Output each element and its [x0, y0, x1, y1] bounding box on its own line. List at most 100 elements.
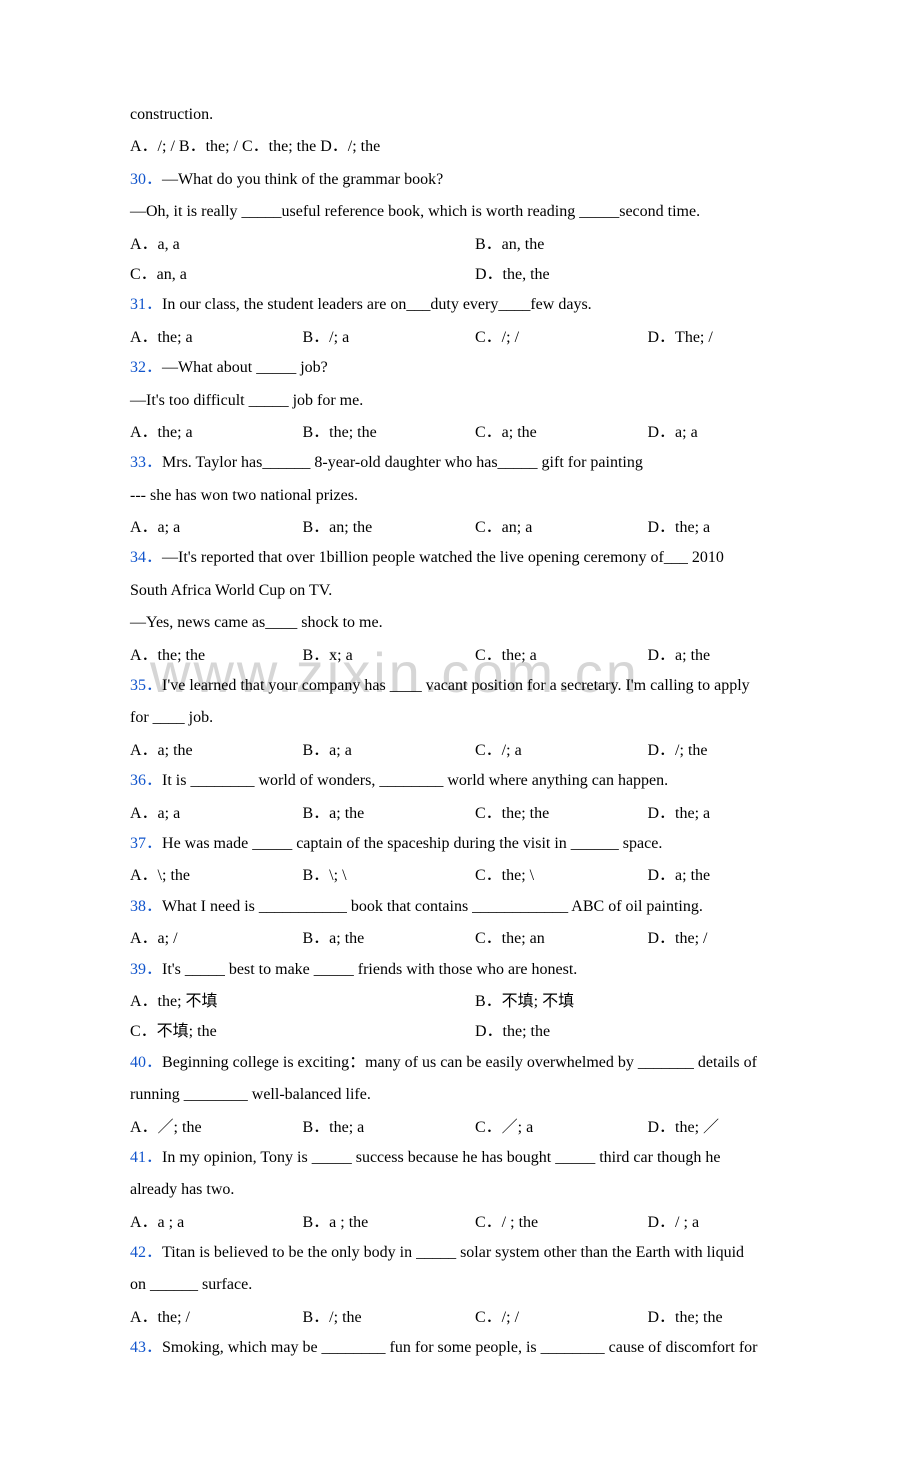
q34-optC: C．the; a [475, 641, 648, 671]
q32-text1: —What about _____ job? [162, 359, 328, 376]
q42-optA: A．the; / [130, 1303, 303, 1333]
q34-text1: —It's reported that over 1billion people… [162, 549, 724, 566]
q31-num: 31． [130, 296, 162, 313]
q34-line1: 34．—It's reported that over 1billion peo… [130, 543, 820, 573]
q38-optB: B．a; the [303, 924, 476, 954]
q37-optA: A．\; the [130, 861, 303, 891]
q33-optC: C．an; a [475, 513, 648, 543]
q35-optA: A．a; the [130, 736, 303, 766]
q33-optA: A．a; a [130, 513, 303, 543]
q30-line1: 30．—What do you think of the grammar boo… [130, 165, 820, 195]
q41-optC: C．/ ; the [475, 1208, 648, 1238]
q41-line2: already has two. [130, 1175, 820, 1205]
q42-optC: C．/; / [475, 1303, 648, 1333]
q42-num: 42． [130, 1244, 162, 1261]
q34-num: 34． [130, 549, 162, 566]
q31-line: 31．In our class, the student leaders are… [130, 290, 820, 320]
q36-options: A．a; a B．a; the C．the; the D．the; a [130, 799, 820, 829]
q40-text1: Beginning college is exciting：many of us… [162, 1054, 757, 1071]
q37-options: A．\; the B．\; \ C．the; \ D．a; the [130, 861, 820, 891]
q35-text1: I've learned that your company has ____ … [162, 677, 750, 694]
q30-optB: B．an, the [475, 230, 820, 260]
q43-line: 43．Smoking, which may be ________ fun fo… [130, 1333, 820, 1363]
q31-optA: A．the; a [130, 323, 303, 353]
q35-line1: 35．I've learned that your company has __… [130, 671, 820, 701]
q39-optA: A．the; 不填 [130, 987, 475, 1017]
q34-optD: D．a; the [648, 641, 821, 671]
q35-optB: B．a; a [303, 736, 476, 766]
construction-text: construction. [130, 100, 820, 130]
q38-options: A．a; / B．a; the C．the; an D．the; / [130, 924, 820, 954]
q30-line2: —Oh, it is really _____useful reference … [130, 197, 820, 227]
q34-optA: A．the; the [130, 641, 303, 671]
q37-optC: C．the; \ [475, 861, 648, 891]
q34-line3: —Yes, news came as____ shock to me. [130, 608, 820, 638]
q41-text1: In my opinion, Tony is _____ success bec… [162, 1149, 721, 1166]
q34-line2: South Africa World Cup on TV. [130, 576, 820, 606]
q39-num: 39． [130, 961, 162, 978]
q37-num: 37． [130, 835, 162, 852]
q41-line1: 41．In my opinion, Tony is _____ success … [130, 1143, 820, 1173]
q39-optB: B．不填; 不填 [475, 987, 820, 1017]
q40-optB: B．the; a [303, 1113, 476, 1143]
q29-options: A．/; / B．the; / C．the; the D．/; the [130, 132, 820, 162]
q35-num: 35． [130, 677, 162, 694]
q40-optA: A．／; the [130, 1113, 303, 1143]
q31-options: A．the; a B．/; a C．/; / D．The; / [130, 323, 820, 353]
q40-options: A．／; the B．the; a C．／; a D．the; ／ [130, 1113, 820, 1143]
q40-num: 40． [130, 1054, 162, 1071]
q32-optC: C．a; the [475, 418, 648, 448]
q31-optB: B．/; a [303, 323, 476, 353]
document-content: construction. A．/; / B．the; / C．the; the… [130, 100, 820, 1364]
q34-optB: B．x; a [303, 641, 476, 671]
q30-text1: —What do you think of the grammar book? [162, 171, 443, 188]
q31-optD: D．The; / [648, 323, 821, 353]
q39-optD: D．the; the [475, 1017, 820, 1047]
q36-text: It is ________ world of wonders, _______… [162, 772, 668, 789]
q33-options: A．a; a B．an; the C．an; a D．the; a [130, 513, 820, 543]
q32-line2: —It's too difficult _____ job for me. [130, 386, 820, 416]
q42-text1: Titan is believed to be the only body in… [162, 1244, 744, 1261]
q40-optC: C．／; a [475, 1113, 648, 1143]
q38-line: 38．What I need is ___________ book that … [130, 892, 820, 922]
q32-options: A．the; a B．the; the C．a; the D．a; a [130, 418, 820, 448]
q37-text: He was made _____ captain of the spacesh… [162, 835, 662, 852]
q36-optB: B．a; the [303, 799, 476, 829]
q38-num: 38． [130, 898, 162, 915]
q41-num: 41． [130, 1149, 162, 1166]
q30-num: 30． [130, 171, 162, 188]
q31-optC: C．/; / [475, 323, 648, 353]
q42-line1: 42．Titan is believed to be the only body… [130, 1238, 820, 1268]
q32-optA: A．the; a [130, 418, 303, 448]
q39-optC: C．不填; the [130, 1017, 475, 1047]
q38-optA: A．a; / [130, 924, 303, 954]
q43-num: 43． [130, 1339, 162, 1356]
q35-optD: D．/; the [648, 736, 821, 766]
q36-num: 36． [130, 772, 162, 789]
q39-line: 39．It's _____ best to make _____ friends… [130, 955, 820, 985]
q36-line: 36．It is ________ world of wonders, ____… [130, 766, 820, 796]
q42-optD: D．the; the [648, 1303, 821, 1333]
q34-options: A．the; the B．x; a C．the; a D．a; the [130, 641, 820, 671]
q32-optB: B．the; the [303, 418, 476, 448]
q30-optC: C．an, a [130, 260, 475, 290]
q41-optD: D．/ ; a [648, 1208, 821, 1238]
q41-optA: A．a ; a [130, 1208, 303, 1238]
q38-optD: D．the; / [648, 924, 821, 954]
q31-text: In our class, the student leaders are on… [162, 296, 592, 313]
q30-optA: A．a, a [130, 230, 475, 260]
q33-optB: B．an; the [303, 513, 476, 543]
q32-num: 32． [130, 359, 162, 376]
q37-optD: D．a; the [648, 861, 821, 891]
q35-line2: for ____ job. [130, 703, 820, 733]
q39-options-row2: C．不填; the D．the; the [130, 1017, 820, 1047]
q30-options-row1: A．a, a B．an, the [130, 230, 820, 260]
q43-text: Smoking, which may be ________ fun for s… [162, 1339, 757, 1356]
q39-text: It's _____ best to make _____ friends wi… [162, 961, 577, 978]
q41-options: A．a ; a B．a ; the C．/ ; the D．/ ; a [130, 1208, 820, 1238]
q33-optD: D．the; a [648, 513, 821, 543]
q32-line1: 32．—What about _____ job? [130, 353, 820, 383]
q36-optD: D．the; a [648, 799, 821, 829]
q42-options: A．the; / B．/; the C．/; / D．the; the [130, 1303, 820, 1333]
q35-optC: C．/; a [475, 736, 648, 766]
